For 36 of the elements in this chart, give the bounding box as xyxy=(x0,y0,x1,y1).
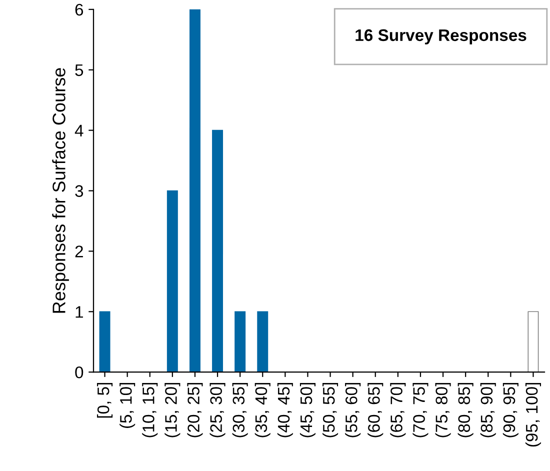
x-tick-label: (80, 85] xyxy=(458,382,474,438)
x-tick-label: (70, 75] xyxy=(412,382,428,438)
x-tick-label: (15, 20] xyxy=(164,382,180,438)
bar xyxy=(99,311,110,372)
x-tick-label: (5, 10] xyxy=(120,382,136,428)
x-tick-label: (50, 55] xyxy=(322,382,338,438)
y-axis-title: Responses for Surface Course xyxy=(52,68,69,313)
x-tick-label: (55, 60] xyxy=(345,382,361,438)
y-tick-label: 5 xyxy=(75,64,84,76)
x-tick-label: (35, 40] xyxy=(254,382,270,438)
bar xyxy=(189,9,200,372)
bar xyxy=(234,311,246,372)
bar xyxy=(166,190,178,372)
bar xyxy=(257,311,268,372)
y-tick-label: 2 xyxy=(75,246,83,258)
x-tick-label: (20, 25] xyxy=(187,382,203,438)
x-tick-label: (10, 15] xyxy=(142,382,158,438)
y-tick-label: 6 xyxy=(75,4,84,16)
x-tick-label: (25, 30] xyxy=(210,382,226,438)
x-tick-label: (40, 45] xyxy=(277,382,293,438)
x-tick-label: [0, 5] xyxy=(97,382,113,418)
y-tick-label: 3 xyxy=(75,185,84,197)
y-tick-label: 0 xyxy=(75,366,84,378)
x-tick-label: (90, 95] xyxy=(502,382,518,438)
x-tick-label: (65, 70] xyxy=(390,382,406,438)
bar xyxy=(212,130,224,372)
x-tick-label: (75, 80] xyxy=(435,382,451,438)
y-tick-label: 1 xyxy=(76,306,83,318)
x-tick-label: (85, 90] xyxy=(480,382,496,438)
y-tick-label: 4 xyxy=(74,124,84,136)
annotation: 16 Survey Responses xyxy=(356,29,526,44)
x-tick-label: (30, 35] xyxy=(232,382,248,438)
x-tick-label: (95, 100] xyxy=(525,382,541,447)
x-tick-label: (60, 65] xyxy=(368,382,384,438)
x-tick-label: (45, 50] xyxy=(300,382,316,438)
bar xyxy=(528,311,539,372)
